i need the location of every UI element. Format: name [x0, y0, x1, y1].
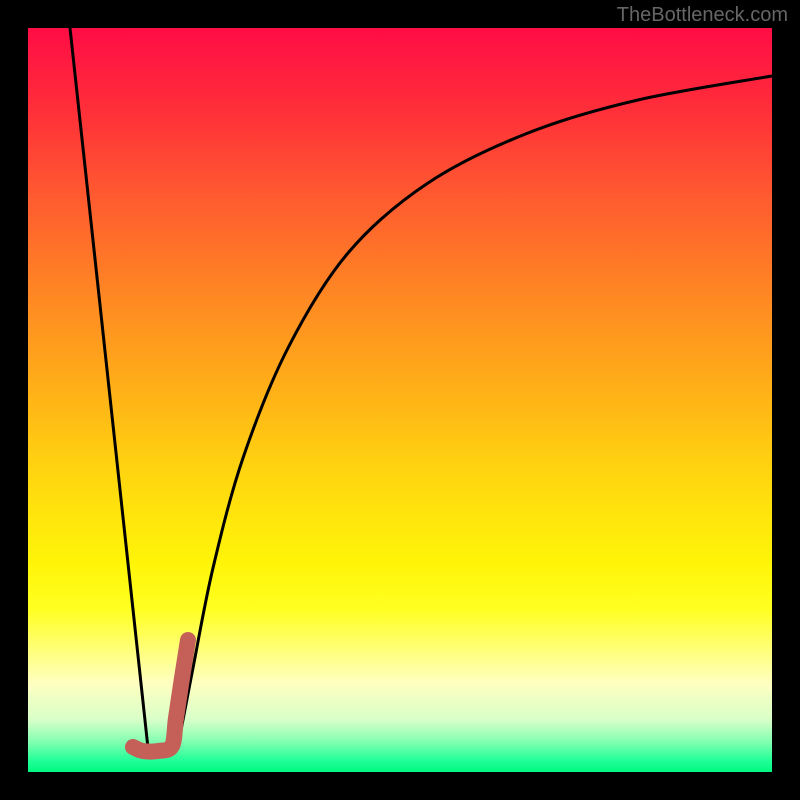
- chart-plot-area: [28, 28, 772, 772]
- chart-lines: [28, 28, 772, 772]
- watermark-text: TheBottleneck.com: [617, 4, 788, 27]
- right-curve: [178, 76, 772, 746]
- left-descending-line: [70, 28, 148, 748]
